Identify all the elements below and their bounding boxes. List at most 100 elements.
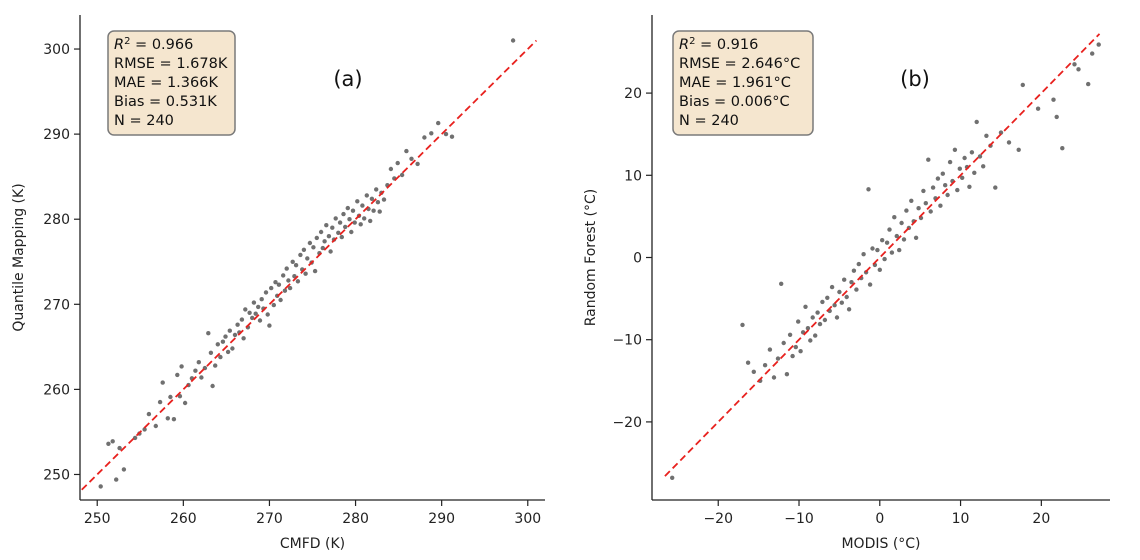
panel-a-data-point bbox=[429, 131, 434, 136]
panel-b-x-tick-label: 20 bbox=[1032, 511, 1050, 527]
panel-a-data-point bbox=[278, 297, 283, 303]
panel-a-data-point bbox=[259, 297, 264, 302]
panel-a-data-point bbox=[436, 120, 441, 126]
panel-b-data-point bbox=[796, 319, 801, 324]
panel-a-data-point bbox=[117, 445, 122, 451]
panel-a-y-tick-label: 270 bbox=[43, 297, 70, 313]
panel-b-data-point bbox=[670, 475, 675, 480]
panel-b-data-point bbox=[839, 300, 844, 305]
panel-b-data-point bbox=[877, 267, 882, 272]
panel-a-data-point bbox=[415, 161, 420, 167]
panel-b-data-point bbox=[793, 344, 798, 350]
panel-b-data-point bbox=[894, 233, 899, 239]
panel-a-data-point bbox=[175, 372, 180, 378]
panel-b-data-point bbox=[784, 372, 790, 377]
panel-a-y-tick-label: 280 bbox=[43, 212, 70, 228]
panel-a-data-point bbox=[165, 416, 170, 421]
panel-b-data-point bbox=[904, 208, 909, 213]
panel-b-data-point bbox=[1006, 140, 1012, 145]
panel-a-data-point bbox=[286, 278, 291, 283]
panel-b-data-point bbox=[1035, 106, 1041, 111]
panel-a-data-point bbox=[318, 229, 324, 235]
panel-a-data-point bbox=[374, 187, 379, 192]
panel-b-data-point bbox=[957, 166, 962, 171]
panel-b-data-point bbox=[775, 356, 781, 361]
panel-a-stat-n: N = 240 bbox=[114, 113, 174, 129]
panel-a-data-point bbox=[510, 38, 516, 43]
panel-b-reference-line bbox=[664, 33, 1101, 477]
panel-b-r2-value: = 0.916 bbox=[695, 37, 758, 53]
panel-a-data-point bbox=[282, 288, 288, 293]
panel-b-data-point bbox=[960, 175, 965, 180]
panel-a-data-point bbox=[364, 193, 369, 198]
panel-a-data-point bbox=[215, 342, 220, 347]
panel-b-data-point bbox=[745, 360, 751, 365]
panel-b-data-point bbox=[813, 333, 818, 338]
panel-a-data-point bbox=[443, 131, 449, 137]
panel-b-data-point bbox=[851, 268, 857, 273]
panel-b-y-tick-label: −10 bbox=[612, 333, 642, 349]
panel-a-data-point bbox=[345, 205, 350, 211]
panel-a-data-point bbox=[208, 350, 214, 355]
panel-a-data-point bbox=[314, 235, 319, 241]
panel-b-r2-symbol: R bbox=[679, 37, 689, 53]
panel-b-data-point bbox=[771, 375, 777, 380]
panel-b-data-point bbox=[938, 203, 943, 208]
panel-a-data-point bbox=[320, 245, 325, 251]
panel-a-reference-line bbox=[81, 39, 538, 491]
panel-a-data-point bbox=[324, 223, 329, 228]
panel-b-data-point bbox=[1054, 114, 1059, 120]
panel-a-data-point bbox=[388, 166, 394, 172]
panel-b-data-point bbox=[952, 147, 958, 152]
panel-a-data-point bbox=[381, 197, 387, 202]
panel-a-data-point bbox=[168, 394, 173, 400]
panel-b-data-point bbox=[875, 247, 880, 253]
panel-b-y-axis-title: Random Forest (°C) bbox=[583, 189, 599, 327]
panel-b-data-point bbox=[940, 171, 945, 176]
panel-b-data-point bbox=[943, 183, 948, 188]
panel-a-y-tick-label: 290 bbox=[43, 127, 70, 143]
panel-b-x-axis-title: MODIS (°C) bbox=[841, 536, 920, 552]
panel-b-points bbox=[670, 42, 1101, 480]
panel-b-data-point bbox=[926, 157, 931, 162]
panel-b-data-point bbox=[887, 227, 892, 232]
panel-b-data-point bbox=[993, 185, 998, 190]
panel-b-data-point bbox=[781, 340, 786, 346]
panel-b-data-point bbox=[849, 280, 854, 285]
panel-a-data-point bbox=[160, 380, 165, 385]
panel-a-data-point bbox=[307, 240, 313, 246]
panel-b-data-point bbox=[921, 188, 926, 194]
panel-b-data-point bbox=[913, 235, 919, 240]
panel-a-data-point bbox=[369, 196, 375, 201]
panel-a-data-point bbox=[218, 354, 223, 360]
panel-a-data-point bbox=[333, 216, 338, 221]
panel-a-data-point bbox=[256, 304, 261, 310]
panel-a-data-point bbox=[349, 229, 354, 235]
panel-b-data-point bbox=[1020, 82, 1025, 88]
panel-a-data-point bbox=[230, 346, 235, 351]
panel-b-data-point bbox=[867, 282, 873, 287]
panel-b-data-point bbox=[884, 240, 890, 245]
panel-a-data-point bbox=[235, 322, 240, 327]
panel-a-data-point bbox=[350, 208, 356, 213]
panel-b-x-ticks: −20 −10 0 10 20 bbox=[703, 500, 1050, 527]
panel-b-data-point bbox=[955, 187, 960, 193]
panel-b-data-point bbox=[1072, 62, 1077, 67]
panel-a-data-point bbox=[98, 484, 103, 489]
panel-a-data-point bbox=[293, 263, 299, 268]
panel-b-data-point bbox=[969, 150, 975, 155]
panel-a-stats-background bbox=[107, 30, 236, 136]
panel-b-data-point bbox=[837, 289, 842, 295]
panel-b-data-point bbox=[981, 164, 986, 169]
panel-a-data-point bbox=[449, 134, 455, 139]
panel-a-x-tick-label: 250 bbox=[84, 511, 111, 527]
panel-b-data-point bbox=[945, 192, 950, 198]
panel-a-y-tick-label: 300 bbox=[43, 42, 70, 58]
chart-panel-b: −20 −10 0 10 20 −20 −10 0 10 20 MODIS (°C) Rando… bbox=[583, 15, 1110, 552]
panel-a-data-point bbox=[265, 312, 270, 317]
panel-a-data-point bbox=[106, 441, 111, 446]
panel-a-data-point bbox=[213, 363, 218, 368]
panel-b-data-point bbox=[842, 277, 847, 282]
panel-a-x-ticks: 250 260 270 280 290 300 bbox=[84, 500, 541, 527]
panel-b-data-point bbox=[856, 261, 861, 267]
